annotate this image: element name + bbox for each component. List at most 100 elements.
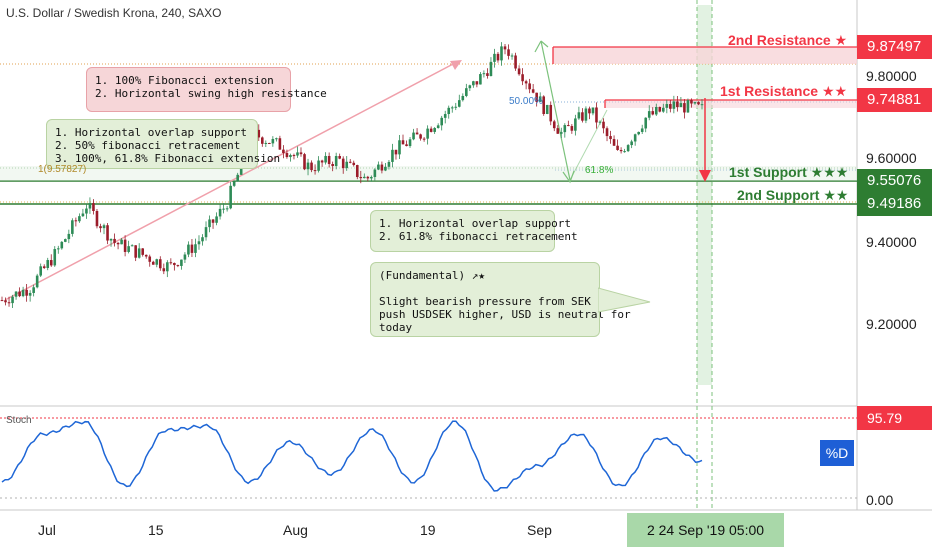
- candle-body: [331, 164, 334, 167]
- candle-body: [116, 242, 120, 245]
- candle-body: [25, 289, 28, 296]
- candle-body: [366, 176, 370, 179]
- candle-body: [377, 164, 380, 170]
- candle-body: [4, 300, 7, 303]
- candle-body: [21, 289, 25, 297]
- candle-body: [640, 128, 644, 132]
- candle-body: [616, 145, 619, 150]
- annotation-fundamental: (Fundamental) ↗★ Slight bearish pressure…: [370, 262, 631, 337]
- candle-body: [144, 254, 148, 257]
- candle-body: [338, 156, 341, 159]
- candle-body: [637, 131, 640, 135]
- candle-body: [510, 55, 514, 57]
- candle-body: [71, 220, 74, 234]
- candle-body: [352, 162, 356, 166]
- candle-body: [479, 74, 482, 85]
- candle-body: [662, 107, 665, 112]
- candle-body: [394, 149, 398, 155]
- candle-body: [517, 68, 521, 75]
- candle-body: [683, 103, 686, 113]
- candle-body: [81, 213, 85, 217]
- candle-body: [493, 53, 496, 62]
- candle-body: [567, 125, 570, 127]
- y-tick: 9.40000: [866, 234, 917, 250]
- crosshair-date: 2 24 Sep '19 05:00: [627, 513, 784, 547]
- candle-body: [211, 219, 215, 223]
- support-2-label: 2nd Support ★★: [737, 187, 849, 203]
- candle-body: [317, 160, 320, 171]
- y-tick: 9.20000: [866, 316, 917, 332]
- candle-body: [454, 106, 458, 108]
- candle-body: [282, 149, 285, 154]
- candle-body: [633, 134, 637, 142]
- chart-title: U.S. Dollar / Swedish Krona, 240, SAXO: [6, 6, 222, 20]
- candle-body: [53, 249, 57, 266]
- candle-body: [370, 176, 373, 179]
- candle-body: [268, 142, 271, 144]
- candle-body: [588, 108, 591, 114]
- candle-body: [538, 96, 542, 102]
- candle-body: [598, 121, 602, 123]
- candle-body: [310, 162, 313, 171]
- candle-body: [524, 81, 528, 84]
- x-tick: 19: [420, 522, 436, 538]
- candle-body: [450, 107, 454, 109]
- candle-body: [278, 138, 282, 150]
- candle-body: [500, 46, 503, 61]
- candle-body: [658, 106, 662, 112]
- candle-body: [345, 161, 349, 169]
- candle-body: [363, 176, 366, 179]
- candle-body: [443, 114, 447, 118]
- candle-body: [440, 117, 443, 126]
- annotation-support-2: 1. Horizontal overlap support 2. 61.8% f…: [370, 210, 578, 252]
- candle-body: [194, 244, 197, 253]
- candle-body: [225, 208, 229, 210]
- candle-body: [535, 92, 538, 102]
- stoch-d-tag[interactable]: %D: [820, 440, 854, 466]
- candle-body: [148, 256, 152, 262]
- candle-body: [127, 246, 130, 252]
- candle-body: [602, 121, 605, 129]
- candle-body: [697, 102, 700, 105]
- candle-body: [275, 138, 278, 140]
- candle-body: [426, 128, 429, 139]
- candle-body: [183, 254, 187, 260]
- candle-body: [173, 262, 176, 266]
- candle-body: [482, 73, 486, 75]
- candle-body: [405, 144, 408, 147]
- candle-body: [64, 239, 67, 242]
- candle-body: [56, 248, 60, 250]
- candle-body: [355, 165, 359, 178]
- candle-body: [574, 118, 577, 131]
- resistance-1-label: 1st Resistance ★★: [720, 83, 848, 99]
- candle-body: [99, 226, 102, 229]
- candle-body: [158, 259, 162, 269]
- candle-body: [475, 81, 479, 85]
- candle-body: [348, 161, 352, 163]
- candle-body: [299, 152, 303, 155]
- candle-body: [130, 245, 134, 247]
- resistance-2-label: 2nd Resistance ★: [728, 32, 848, 48]
- candle-body: [28, 292, 32, 296]
- candle-body: [651, 111, 655, 115]
- candle-body: [137, 248, 141, 258]
- candle-body: [141, 248, 145, 255]
- candle-body: [669, 104, 672, 109]
- candle-body: [261, 137, 264, 144]
- candle-body: [74, 220, 78, 222]
- annotation-resistance: 1. 100% Fibonacci extension 2. Horizonta…: [86, 67, 327, 112]
- candle-body: [292, 155, 296, 157]
- x-tick: Aug: [283, 522, 308, 538]
- candle-body: [408, 139, 412, 147]
- candle-body: [306, 162, 310, 170]
- candle-body: [429, 128, 433, 132]
- resistance-1-price: 9.74881: [857, 88, 932, 112]
- support-1-price: 9.55076: [857, 169, 932, 193]
- candle-body: [218, 208, 222, 217]
- candle-body: [78, 216, 81, 222]
- candle-body: [257, 129, 261, 138]
- candle-body: [18, 291, 21, 297]
- candle-body: [584, 108, 588, 121]
- candle-body: [679, 103, 683, 108]
- fib-ext-label: 1(9.57827): [38, 164, 87, 175]
